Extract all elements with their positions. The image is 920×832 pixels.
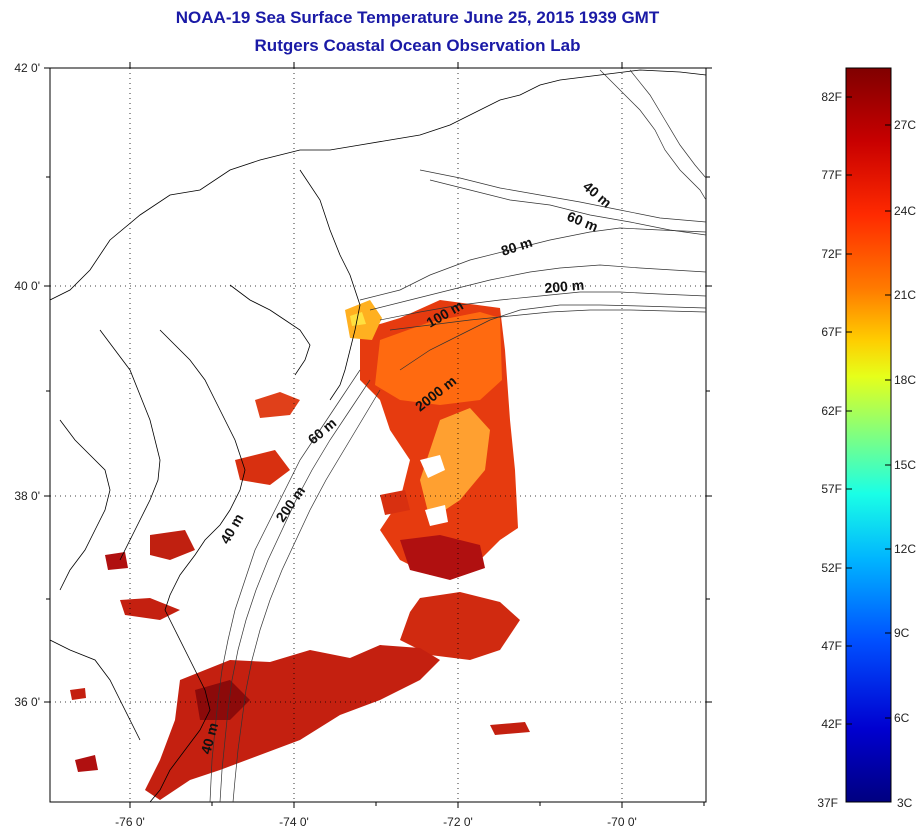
sst-patch-coast — [150, 530, 195, 560]
bathymetry-contours — [209, 69, 706, 802]
cb-f-52: 52F — [821, 561, 842, 575]
cb-f-47: 47F — [821, 639, 842, 653]
cb-c-3: 3C — [897, 796, 913, 810]
sst-patch-south-dark — [195, 680, 250, 720]
sst-patch-yellowish — [350, 312, 366, 326]
cb-f-77: 77F — [821, 168, 842, 182]
sst-data-layer — [70, 300, 530, 800]
lat-label-40: 40 0' — [14, 279, 40, 293]
cb-f-57: 57F — [821, 482, 842, 496]
cb-f-82: 82F — [821, 90, 842, 104]
lon-label-70: -70 0' — [607, 815, 637, 829]
frame-ticks — [44, 62, 712, 808]
colorbar-ticks — [846, 96, 891, 725]
cb-f-42: 42F — [821, 717, 842, 731]
coastline — [50, 69, 706, 802]
cb-c-24: 24C — [894, 204, 916, 218]
cb-c-15: 15C — [894, 458, 916, 472]
map-title: NOAA-19 Sea Surface Temperature June 25,… — [175, 8, 660, 27]
sst-patch-sm6 — [380, 490, 410, 515]
sst-patch-delaware — [255, 392, 300, 418]
lon-label-76: -76 0' — [115, 815, 145, 829]
colorbar-gradient — [845, 67, 892, 803]
lat-label-38: 38 0' — [14, 489, 40, 503]
contour-label-40m-south: 40 m — [197, 721, 221, 756]
sst-patch-light — [420, 408, 490, 520]
cb-c-21: 21C — [894, 288, 916, 302]
cb-f-72: 72F — [821, 247, 842, 261]
colorbar: 82F 77F 72F 67F 62F 57F 52F 47F 42F 37F … — [817, 67, 916, 810]
cb-c-9: 9C — [894, 626, 910, 640]
lon-label-74: -74 0' — [279, 815, 309, 829]
cb-c-18: 18C — [894, 373, 916, 387]
cb-f-37: 37F — [817, 796, 838, 810]
lat-label-36: 36 0' — [14, 695, 40, 709]
sst-patch-south-mid — [400, 592, 520, 660]
sst-patch-sm2 — [105, 552, 128, 570]
map-subtitle: Rutgers Coastal Ocean Observation Lab — [254, 36, 581, 55]
lat-label-42: 42 0' — [14, 61, 40, 75]
sst-patch-sm4 — [70, 688, 86, 700]
sst-patch-sm3 — [490, 722, 530, 735]
sst-patch-chesapeake — [235, 450, 290, 485]
cb-f-67: 67F — [821, 325, 842, 339]
sst-patch-sm1 — [120, 598, 180, 620]
sst-patch-main-orange — [375, 312, 502, 405]
lon-label-72: -72 0' — [443, 815, 473, 829]
cb-c-12: 12C — [894, 542, 916, 556]
contour-label-200m-north: 200 m — [544, 277, 585, 296]
sst-patch-dark-south — [400, 535, 485, 580]
sst-patch-white-gap — [420, 455, 445, 478]
cb-c-6: 6C — [894, 711, 910, 725]
sst-patch-white-gap2 — [425, 505, 448, 526]
sst-patch-sm5 — [75, 755, 98, 772]
cb-c-27: 27C — [894, 118, 916, 132]
cb-f-62: 62F — [821, 404, 842, 418]
